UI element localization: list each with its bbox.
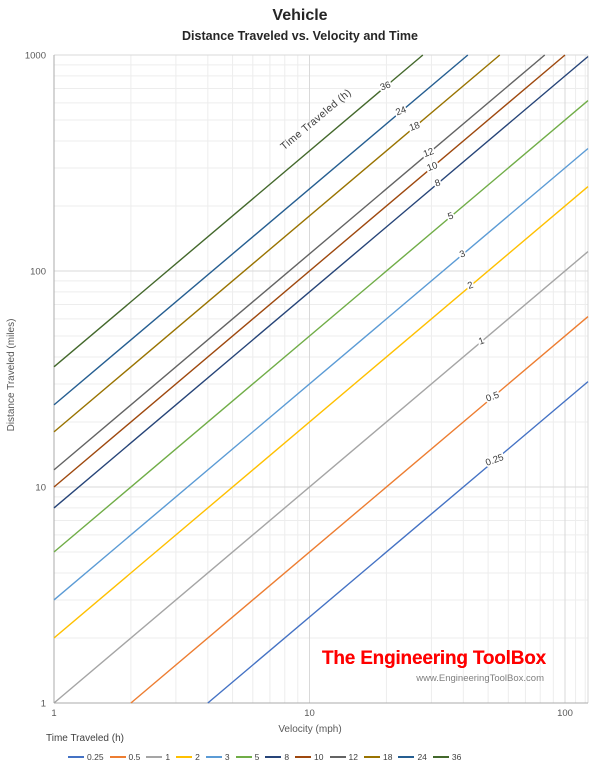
legend-label-0.25: 0.25 bbox=[87, 752, 104, 762]
y-tick-label: 10 bbox=[35, 483, 46, 494]
legend-label-2: 2 bbox=[195, 752, 200, 762]
legend-title: Time Traveled (h) bbox=[46, 733, 124, 744]
legend-label-8: 8 bbox=[284, 752, 290, 762]
legend-swatch-36 bbox=[432, 756, 449, 758]
legend-label-0.5: 0.5 bbox=[128, 752, 141, 762]
y-tick-label: 1 bbox=[41, 699, 46, 710]
x-tick-label: 10 bbox=[304, 708, 315, 719]
x-tick-label: 1 bbox=[51, 708, 56, 719]
series-line-36 bbox=[53, 54, 424, 368]
legend-item-8: 8 bbox=[265, 752, 289, 762]
series-line-3 bbox=[53, 147, 589, 601]
y-tick-label: 100 bbox=[30, 267, 46, 278]
legend-item-18: 18 bbox=[363, 752, 393, 762]
legend-label-12: 12 bbox=[348, 752, 358, 762]
series-layer bbox=[53, 54, 589, 704]
legend-item-36: 36 bbox=[432, 752, 462, 762]
legend-item-0.5: 0.5 bbox=[109, 752, 141, 762]
legend-item-1: 1 bbox=[146, 752, 170, 762]
legend-label-10: 10 bbox=[314, 752, 324, 762]
chart-subtitle: Distance Traveled vs. Velocity and Time bbox=[182, 29, 418, 43]
legend-item-3: 3 bbox=[205, 752, 230, 762]
axis-layer bbox=[53, 55, 588, 704]
legend-label-24: 24 bbox=[417, 752, 427, 762]
legend-swatch-5 bbox=[235, 756, 252, 758]
branding-title: The Engineering ToolBox bbox=[321, 648, 547, 669]
legend-label-36: 36 bbox=[451, 752, 462, 762]
series-line-0.5 bbox=[130, 316, 589, 704]
series-label-5: 5 bbox=[446, 210, 455, 222]
legend-item-2: 2 bbox=[176, 752, 200, 762]
series-line-24 bbox=[53, 54, 469, 406]
series-label-0.5: 0.5 bbox=[485, 390, 501, 405]
legend-swatch-12 bbox=[329, 756, 346, 758]
series-line-8 bbox=[53, 55, 589, 509]
series-line-10 bbox=[53, 54, 566, 488]
legend: 0.25 0.5 1 2 3 5 8 10 12 18 24 36 bbox=[68, 749, 588, 765]
legend-item-0.25: 0.25 bbox=[68, 752, 104, 762]
legend-swatch-3 bbox=[205, 756, 222, 758]
series-label-8: 8 bbox=[433, 177, 442, 189]
series-line-1 bbox=[53, 251, 589, 704]
y-tick-label: 1000 bbox=[25, 51, 46, 62]
series-label-3: 3 bbox=[458, 248, 467, 260]
chart-title: Vehicle bbox=[272, 7, 328, 24]
legend-swatch-0.25 bbox=[68, 756, 84, 758]
series-line-2 bbox=[53, 185, 589, 639]
series-line-12 bbox=[53, 54, 546, 471]
series-line-18 bbox=[53, 54, 501, 433]
y-axis-title: Distance Traveled (miles) bbox=[6, 319, 17, 432]
legend-swatch-18 bbox=[363, 756, 380, 758]
legend-item-5: 5 bbox=[235, 752, 260, 762]
legend-label-1: 1 bbox=[165, 752, 171, 762]
branding: The Engineering ToolBox www.EngineeringT… bbox=[318, 648, 550, 684]
legend-label-5: 5 bbox=[254, 752, 260, 762]
legend-swatch-24 bbox=[398, 756, 415, 758]
branding-url[interactable]: www.EngineeringToolBox.com bbox=[416, 673, 544, 684]
legend-swatch-1 bbox=[146, 756, 163, 758]
legend-label-3: 3 bbox=[224, 752, 230, 762]
series-label-1: 1 bbox=[477, 335, 486, 347]
legend-swatch-10 bbox=[295, 756, 312, 758]
series-label-2: 2 bbox=[466, 280, 475, 292]
chart-header: Vehicle Distance Traveled vs. Velocity a… bbox=[0, 6, 600, 44]
legend-swatch-2 bbox=[176, 756, 193, 758]
series-label-0.25: 0.25 bbox=[484, 452, 505, 469]
legend-item-10: 10 bbox=[295, 752, 324, 762]
grid-layer bbox=[54, 54, 589, 703]
legend-swatch-8 bbox=[265, 756, 282, 758]
legend-item-12: 12 bbox=[329, 752, 358, 762]
legend-item-24: 24 bbox=[398, 752, 427, 762]
x-axis-title: Velocity (mph) bbox=[278, 724, 341, 735]
x-tick-label: 100 bbox=[557, 708, 573, 719]
series-line-0.25 bbox=[207, 381, 589, 704]
tick-label-layer: 1 10 100 1 10 100 1000 bbox=[25, 51, 573, 720]
legend-swatch-0.5 bbox=[109, 756, 126, 758]
series-line-5 bbox=[53, 100, 589, 553]
legend-label-18: 18 bbox=[382, 752, 393, 762]
